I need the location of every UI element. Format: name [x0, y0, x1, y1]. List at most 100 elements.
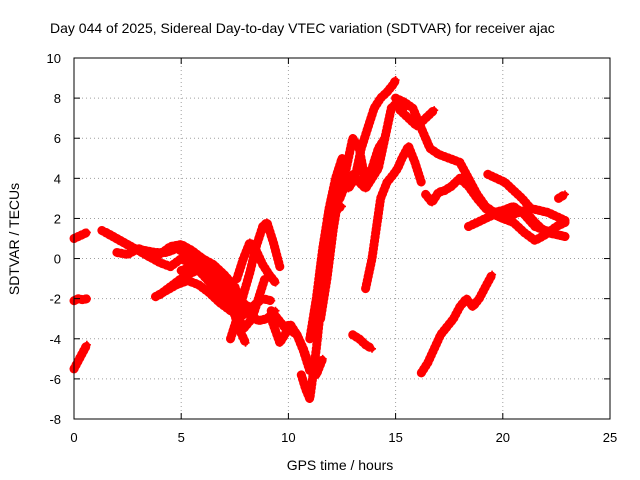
data-point [177, 240, 186, 249]
data-point [370, 104, 379, 113]
data-point [387, 104, 396, 113]
x-tick-label: 15 [388, 430, 402, 445]
data-point [267, 306, 276, 315]
data-point [297, 370, 306, 379]
data-point [449, 314, 458, 323]
data-point [410, 158, 419, 167]
data-point [509, 202, 518, 211]
data-point [307, 378, 316, 387]
data-point [305, 394, 314, 403]
data-point [258, 222, 267, 231]
data-point [78, 295, 87, 304]
data-point [560, 190, 569, 199]
data-point [417, 178, 426, 187]
data-point [395, 106, 404, 115]
data-point [526, 204, 535, 213]
data-point [430, 344, 439, 353]
data-point [134, 244, 143, 253]
data-point [166, 262, 175, 271]
data-point [245, 310, 254, 319]
data-point [374, 164, 383, 173]
data-point [267, 296, 276, 305]
data-point [530, 218, 539, 227]
data-point [305, 334, 314, 343]
data-point [239, 290, 248, 299]
data-point [166, 242, 175, 251]
data-point [275, 338, 284, 347]
data-point [361, 340, 370, 349]
data-point [245, 268, 254, 277]
data-point [162, 286, 171, 295]
data-point [361, 184, 370, 193]
data-point [123, 240, 132, 249]
data-point [520, 228, 529, 237]
data-point [331, 174, 340, 183]
y-tick-label: 4 [54, 171, 61, 186]
data-point [355, 144, 364, 153]
data-point [322, 274, 331, 283]
data-point [408, 104, 417, 113]
data-point [187, 262, 196, 271]
data-point [361, 284, 370, 293]
data-point [220, 270, 229, 279]
data-trace-markers [69, 228, 92, 243]
data-point [172, 280, 181, 289]
data-point [445, 154, 454, 163]
data-point [348, 170, 357, 179]
data-point [301, 384, 310, 393]
data-point [312, 294, 321, 303]
data-point [376, 94, 385, 103]
data-point [380, 134, 389, 143]
y-tick-label: 0 [54, 252, 61, 267]
data-point [82, 340, 91, 349]
data-point [481, 282, 490, 291]
y-tick-label: 10 [47, 51, 61, 66]
data-point [355, 178, 364, 187]
data-trace-markers [151, 276, 276, 322]
data-trace-markers [483, 169, 570, 225]
data-point [464, 182, 473, 191]
data-point [241, 338, 250, 347]
data-point [187, 246, 196, 255]
data-point [82, 228, 91, 237]
data-point [455, 158, 464, 167]
data-point [535, 206, 544, 215]
y-axis-label: SDTVAR / TECUs [6, 183, 22, 295]
data-point [541, 230, 550, 239]
data-point [355, 334, 364, 343]
data-point [78, 348, 87, 357]
data-point [473, 218, 482, 227]
data-point [488, 270, 497, 279]
data-trace-markers [69, 340, 92, 374]
y-tick-label: 2 [54, 211, 61, 226]
data-point [383, 88, 392, 97]
data-point [404, 114, 413, 123]
data-point [271, 278, 280, 287]
data-point [393, 164, 402, 173]
chart-title: Day 044 of 2025, Sidereal Day-to-day VTE… [50, 20, 555, 36]
data-point [275, 262, 284, 271]
data-point [342, 178, 351, 187]
data-point [325, 204, 334, 213]
data-point [239, 254, 248, 263]
data-point [215, 298, 224, 307]
data-point [498, 214, 507, 223]
data-point [518, 194, 527, 203]
data-point [292, 330, 301, 339]
y-tick-label: 8 [54, 91, 61, 106]
data-point [78, 230, 87, 239]
data-point [413, 122, 422, 131]
data-point [284, 324, 293, 333]
data-point [520, 206, 529, 215]
data-point [342, 164, 351, 173]
data-point [500, 178, 509, 187]
data-point [455, 174, 464, 183]
data-point [112, 234, 121, 243]
data-point [462, 294, 471, 303]
data-point [552, 222, 561, 231]
data-point [269, 238, 278, 247]
data-point [265, 270, 274, 279]
data-point [398, 154, 407, 163]
data-point [434, 150, 443, 159]
data-point [209, 260, 218, 269]
